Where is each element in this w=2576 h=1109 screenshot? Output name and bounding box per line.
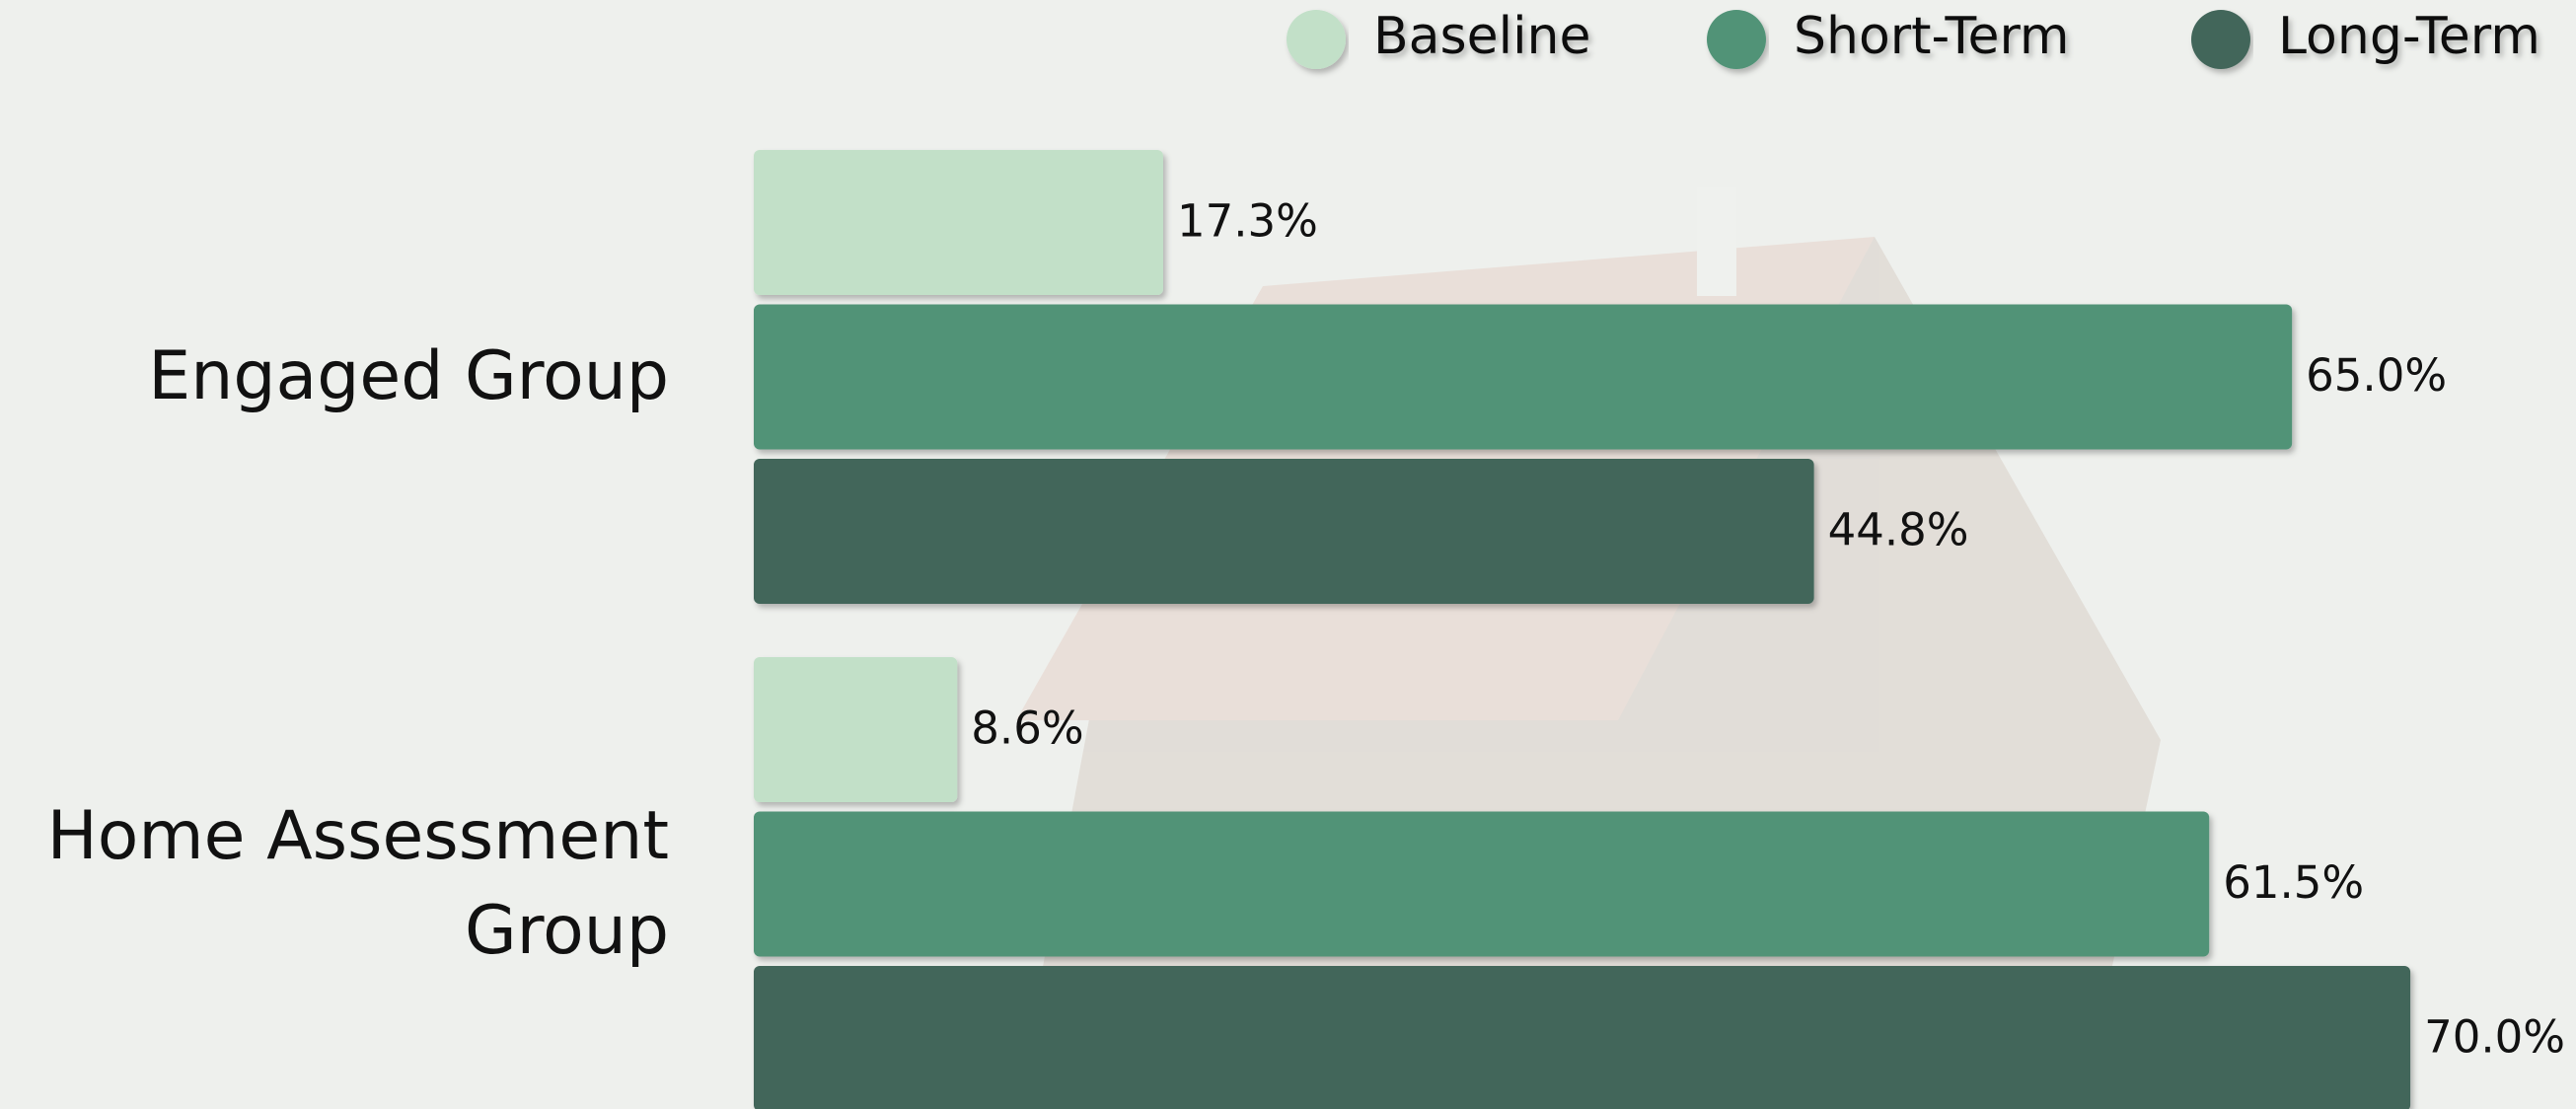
category-label: Home Assessment Group xyxy=(46,797,669,970)
value-label: 70.0% xyxy=(2424,1011,2565,1064)
legend-swatch xyxy=(1287,10,1346,69)
value-label: 61.5% xyxy=(2223,856,2364,909)
value-label: 8.6% xyxy=(971,702,1083,755)
bar xyxy=(754,811,2210,957)
bar xyxy=(754,150,1163,295)
bar xyxy=(754,304,2293,450)
bar xyxy=(754,459,1814,604)
bar xyxy=(754,657,958,802)
legend-label: Long-Term xyxy=(2278,7,2540,66)
legend-swatch xyxy=(1707,10,1766,69)
bar xyxy=(754,966,2411,1109)
value-label: 44.8% xyxy=(1828,504,1969,556)
legend-label: Short-Term xyxy=(1794,7,2070,66)
value-label: 17.3% xyxy=(1177,195,1318,248)
category-label: Engaged Group xyxy=(148,337,669,415)
legend-swatch xyxy=(2191,10,2250,69)
value-label: 65.0% xyxy=(2306,349,2447,402)
legend-label: Baseline xyxy=(1373,7,1590,66)
